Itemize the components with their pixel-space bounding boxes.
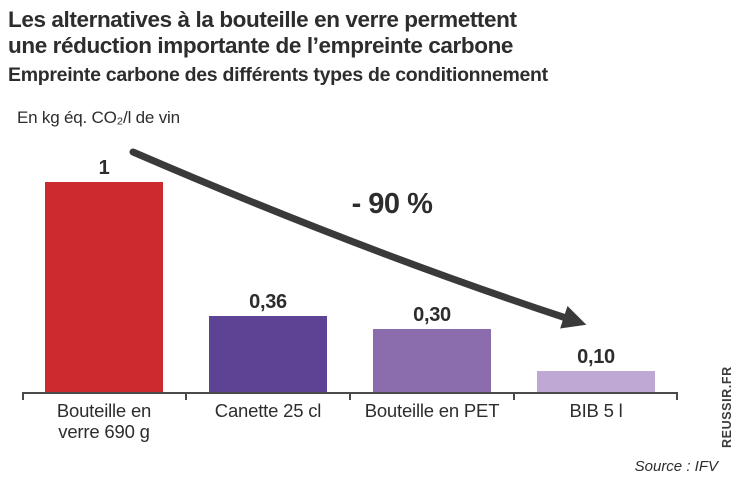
- chart-subtitle: Empreinte carbone des différents types d…: [8, 64, 548, 86]
- category-label-bib: BIB 5 l: [569, 400, 623, 421]
- axis-tick: [513, 392, 515, 400]
- chart-title-line1: Les alternatives à la bouteille en verre…: [8, 7, 517, 32]
- value-label-bouteille-pet: 0,30: [413, 304, 451, 326]
- axis-tick: [22, 392, 24, 400]
- unit-axis-label: En kg éq. CO₂/l de vin: [17, 108, 180, 127]
- annotation-minus-90-percent: - 90 %: [351, 188, 433, 220]
- value-label-bouteille-verre: 1: [98, 157, 110, 179]
- axis-tick: [676, 392, 678, 400]
- bar-plot-area: 1 0,36 0,30 0,10: [22, 140, 678, 392]
- value-label-canette: 0,36: [249, 291, 287, 313]
- category-label-bouteille-verre: Bouteille en verre 690 g: [56, 400, 152, 442]
- axis-tick: [185, 392, 187, 400]
- x-axis-line: [22, 392, 678, 400]
- category-cell: BIB 5 l: [514, 400, 678, 443]
- bar-group-bib: 0,10: [514, 140, 678, 392]
- site-watermark: REUSSIR.FR: [720, 366, 734, 448]
- chart-title-line2: une réduction importante de l’empreinte …: [8, 33, 514, 58]
- bar-bouteille-verre: [45, 182, 163, 392]
- bar-bouteille-pet: [373, 329, 491, 392]
- bar-group-bouteille-pet: 0,30: [350, 140, 514, 392]
- category-cell: Canette 25 cl: [186, 400, 350, 443]
- bar-bib: [537, 371, 655, 392]
- value-label-bib: 0,10: [577, 346, 615, 368]
- category-cell: Bouteille en verre 690 g: [22, 400, 186, 443]
- category-cell: Bouteille en PET: [350, 400, 514, 443]
- category-label-canette: Canette 25 cl: [214, 400, 322, 421]
- bar-group-canette: 0,36: [186, 140, 350, 392]
- category-label-bouteille-pet: Bouteille en PET: [364, 400, 500, 421]
- axis-tick: [349, 392, 351, 400]
- category-labels-row: Bouteille en verre 690 g Canette 25 cl B…: [22, 400, 678, 443]
- bar-group-bouteille-verre: 1: [22, 140, 186, 392]
- bar-canette: [209, 316, 327, 392]
- source-credit: Source : IFV: [634, 458, 718, 475]
